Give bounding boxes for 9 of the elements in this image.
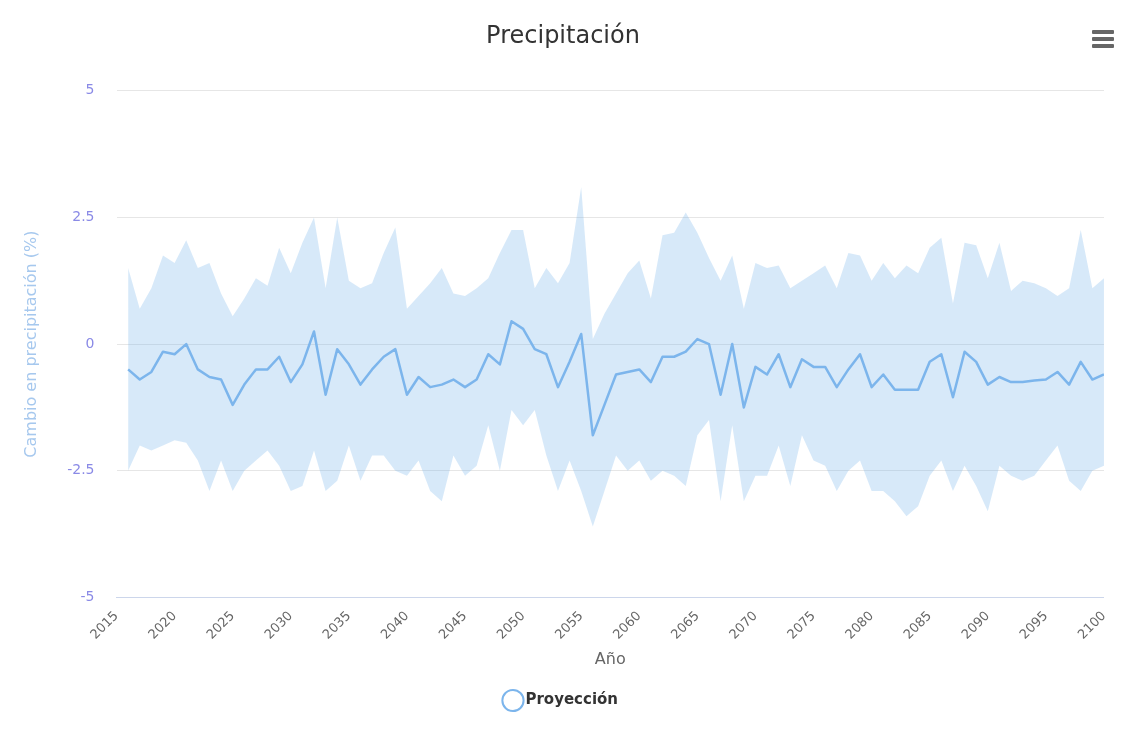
legend-label: Proyección bbox=[525, 690, 619, 709]
y-tick-label: 0 bbox=[85, 334, 95, 351]
y-tick-label: -2.5 bbox=[67, 461, 95, 478]
y-tick-label: -5 bbox=[80, 588, 95, 605]
x-axis-title: Año bbox=[594, 648, 626, 668]
y-axis-title: Cambio en precipitación (%) bbox=[20, 230, 40, 458]
chart-title: Precipitación bbox=[486, 20, 640, 49]
y-tick-label: 5 bbox=[85, 81, 95, 98]
y-tick-label: 2.5 bbox=[72, 208, 95, 225]
